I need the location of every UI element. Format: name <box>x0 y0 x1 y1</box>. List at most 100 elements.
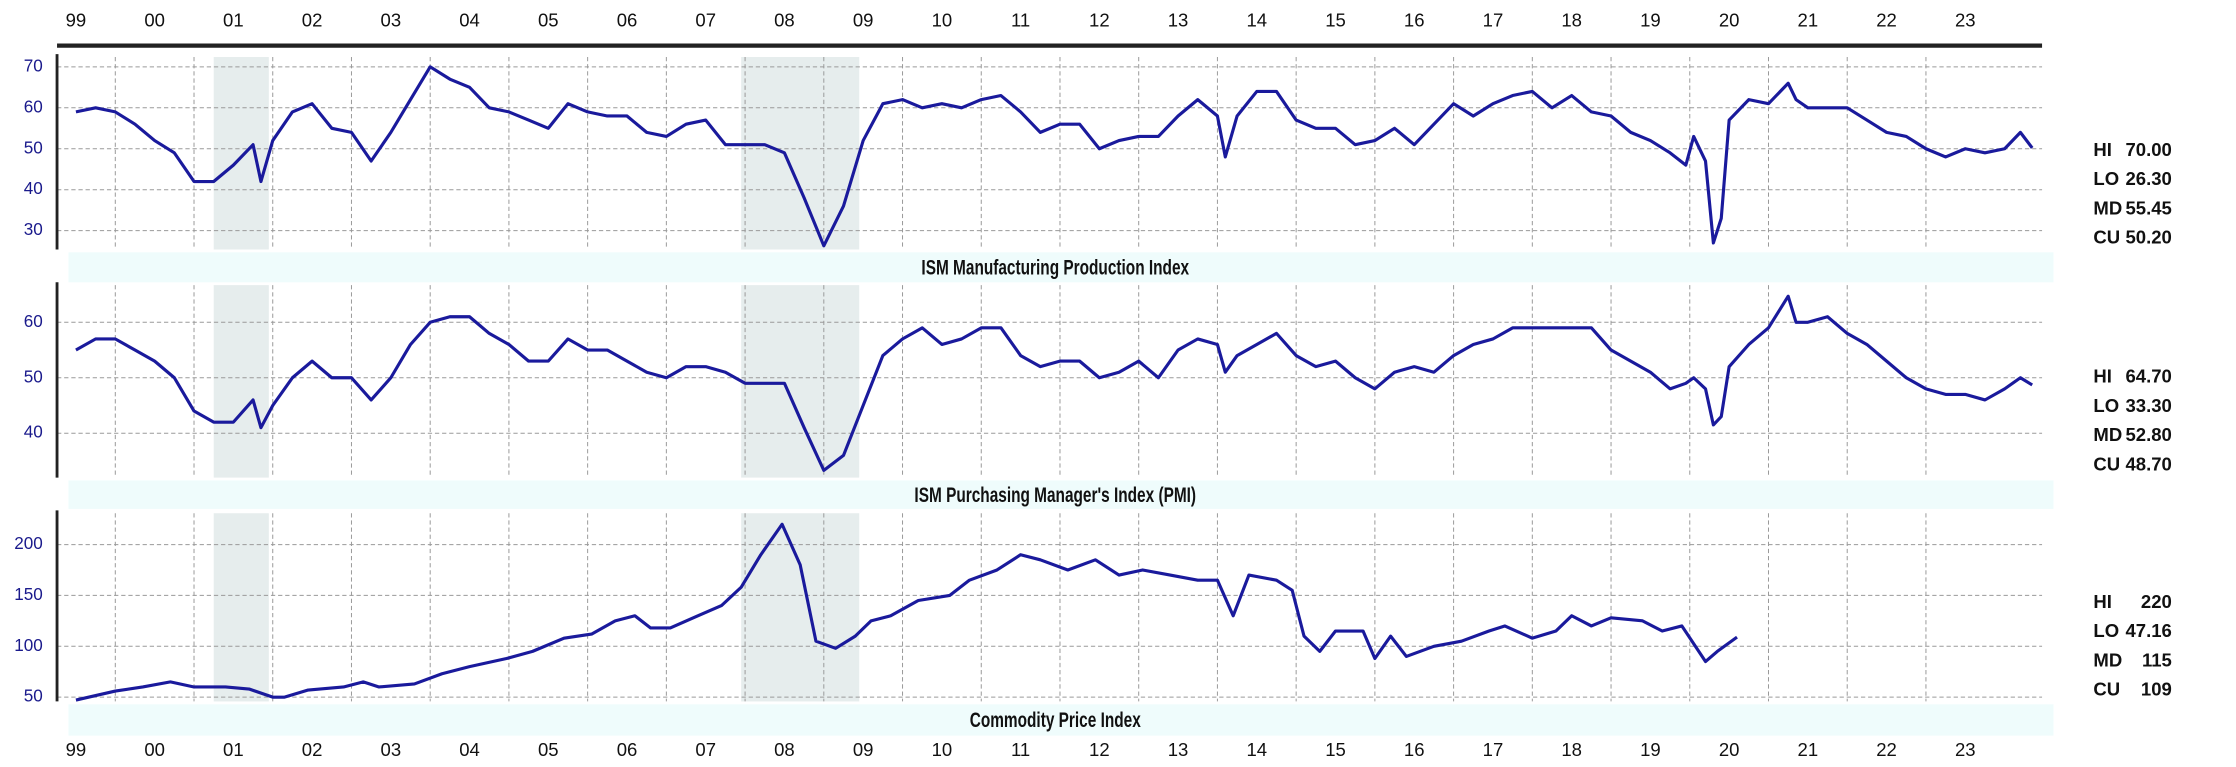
panel-title: Commodity Price Index <box>970 708 1141 732</box>
x-tick-label-top: 00 <box>144 9 165 30</box>
y-tick-label: 100 <box>14 636 43 655</box>
stat-value: 52.80 <box>2125 424 2171 445</box>
stat-value: 220 <box>2141 591 2172 612</box>
x-tick-label: 19 <box>1640 739 1661 760</box>
x-tick-label-top: 11 <box>1011 9 1030 30</box>
stat-value: 70.00 <box>2125 139 2171 160</box>
x-tick-label: 12 <box>1089 739 1110 760</box>
y-tick-label: 60 <box>24 312 43 331</box>
data-line <box>75 522 1738 702</box>
y-tick-label: 50 <box>24 367 43 386</box>
x-tick-label: 03 <box>381 739 402 760</box>
panel-title: ISM Manufacturing Production Index <box>921 255 1189 279</box>
stat-label: CU <box>2093 679 2120 700</box>
x-tick-label: 13 <box>1168 739 1189 760</box>
stat-value: 47.16 <box>2125 620 2171 641</box>
stat-value: 48.70 <box>2125 453 2171 474</box>
x-tick-label-top: 12 <box>1089 9 1110 30</box>
x-tick-label-top: 08 <box>774 9 795 30</box>
shaded-period <box>213 285 269 478</box>
y-tick-label: 30 <box>24 220 43 239</box>
x-tick-label: 16 <box>1404 739 1425 760</box>
x-tick-label: 17 <box>1483 739 1504 760</box>
shaded-period <box>741 285 860 478</box>
x-tick-label-top: 17 <box>1483 9 1504 30</box>
stat-label: MD <box>2093 649 2122 670</box>
y-tick-label: 150 <box>14 585 43 604</box>
stat-value: 33.30 <box>2125 395 2171 416</box>
stat-value: 64.70 <box>2125 366 2171 387</box>
x-tick-label: 10 <box>932 739 953 760</box>
x-tick-label: 22 <box>1876 739 1897 760</box>
x-tick-label: 02 <box>302 739 323 760</box>
x-tick-label: 07 <box>695 739 716 760</box>
title-band <box>68 252 2054 283</box>
stat-value: 109 <box>2141 679 2172 700</box>
shaded-period <box>741 513 860 702</box>
x-tick-label: 15 <box>1325 739 1346 760</box>
stat-value: 50.20 <box>2125 227 2171 248</box>
shaded-period <box>741 57 860 250</box>
x-tick-label-top: 01 <box>223 9 244 30</box>
y-tick-label: 50 <box>24 138 43 157</box>
stat-label: LO <box>2093 620 2119 641</box>
stat-label: HI <box>2093 139 2112 160</box>
x-tick-label-top: 10 <box>932 9 953 30</box>
stat-value: 55.45 <box>2125 197 2171 218</box>
x-tick-label-top: 22 <box>1876 9 1897 30</box>
data-line <box>75 65 2034 248</box>
title-band <box>68 480 2054 509</box>
x-tick-label-top: 15 <box>1325 9 1346 30</box>
x-tick-label: 05 <box>538 739 559 760</box>
x-tick-label: 00 <box>144 739 165 760</box>
y-tick-label: 70 <box>24 56 43 75</box>
x-tick-label-top: 02 <box>302 9 323 30</box>
stat-label: CU <box>2093 453 2120 474</box>
x-tick-label: 18 <box>1561 739 1582 760</box>
x-tick-label: 04 <box>459 739 480 760</box>
x-tick-label-top: 18 <box>1561 9 1582 30</box>
x-tick-label-top: 21 <box>1798 9 1819 30</box>
x-tick-label-top: 07 <box>695 9 716 30</box>
x-tick-label: 01 <box>223 739 244 760</box>
y-tick-label: 40 <box>24 179 43 198</box>
x-tick-label-top: 09 <box>853 9 874 30</box>
stat-label: LO <box>2093 395 2119 416</box>
stat-label: CU <box>2093 227 2120 248</box>
x-tick-label-top: 16 <box>1404 9 1425 30</box>
x-tick-label: 99 <box>66 739 87 760</box>
shaded-period <box>213 57 269 250</box>
title-band <box>68 704 2054 736</box>
x-tick-label: 11 <box>1011 739 1030 760</box>
stat-label: MD <box>2093 424 2122 445</box>
panel-title: ISM Purchasing Manager's Index (PMI) <box>914 483 1196 507</box>
x-tick-label-top: 03 <box>381 9 402 30</box>
x-tick-label: 06 <box>617 739 638 760</box>
stat-label: HI <box>2093 591 2112 612</box>
y-tick-label: 200 <box>14 534 43 553</box>
stat-value: 115 <box>2142 649 2172 670</box>
x-tick-label: 20 <box>1719 739 1740 760</box>
x-tick-label: 21 <box>1798 739 1819 760</box>
x-tick-label-top: 13 <box>1168 9 1189 30</box>
x-tick-label: 14 <box>1246 739 1267 760</box>
x-tick-label-top: 20 <box>1719 9 1740 30</box>
data-line <box>75 294 2034 472</box>
y-tick-label: 60 <box>24 97 43 116</box>
stat-label: HI <box>2093 366 2112 387</box>
x-tick-label: 23 <box>1955 739 1976 760</box>
x-tick-label-top: 04 <box>459 9 480 30</box>
x-tick-label-top: 19 <box>1640 9 1661 30</box>
x-tick-label: 09 <box>853 739 874 760</box>
x-tick-label-top: 23 <box>1955 9 1976 30</box>
x-tick-label: 08 <box>774 739 795 760</box>
x-tick-label-top: 05 <box>538 9 559 30</box>
stat-label: LO <box>2093 168 2119 189</box>
x-tick-label-top: 14 <box>1246 9 1267 30</box>
shaded-period <box>213 513 269 702</box>
stat-label: MD <box>2093 197 2122 218</box>
y-tick-label: 40 <box>24 423 43 442</box>
